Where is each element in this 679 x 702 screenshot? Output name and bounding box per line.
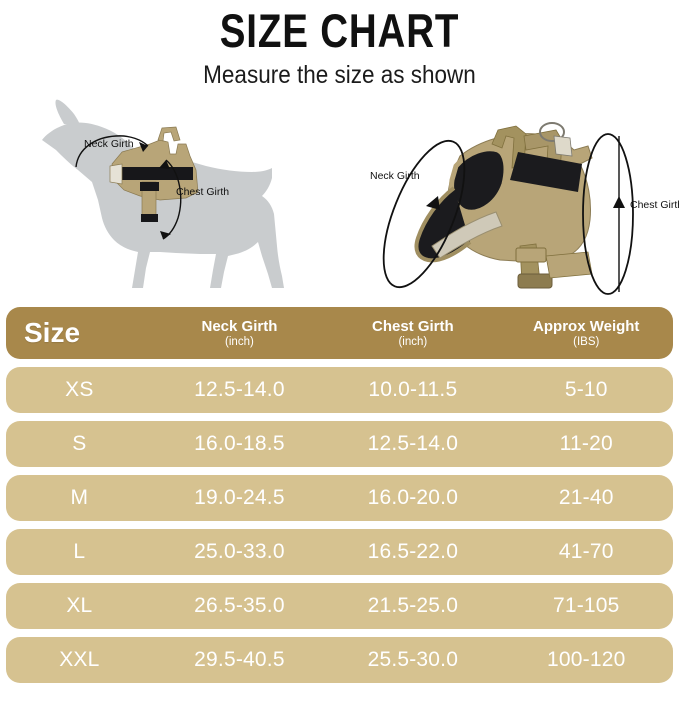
page-subtitle: Measure the size as shown — [203, 61, 476, 89]
chest-girth-arrowhead-bottom — [160, 231, 171, 239]
product-photo-svg — [382, 122, 634, 295]
size-table: Size Neck Girth (inch) Chest Girth (inch… — [6, 307, 673, 691]
dog-diagram-svg — [42, 99, 284, 288]
header-cell-size: Size — [24, 317, 81, 348]
page-title: SIZE CHART — [219, 4, 460, 57]
table-row: S 16.0-18.5 12.5-14.0 11-20 — [6, 421, 673, 467]
neck-girth-ellipse — [382, 139, 466, 289]
title-block: SIZE CHART Measure the size as shown — [0, 0, 679, 90]
cell-size: S — [72, 432, 87, 455]
cell-neck-girth: 12.5-14.0 — [194, 378, 285, 401]
cell-size: XL — [66, 594, 93, 617]
product-neck-girth-label: Neck Girth — [370, 170, 420, 182]
product-chest-girth-label: Chest Girth — [630, 199, 679, 211]
d-ring-icon — [539, 122, 565, 142]
chest-girth-arrowhead-top — [159, 160, 170, 169]
table-row: L 25.0-33.0 16.5-22.0 41-70 — [6, 529, 673, 575]
header-approx-weight-label: Approx Weight — [533, 317, 640, 335]
illustration-band: Neck Girth Chest Girth — [0, 96, 679, 308]
header-chest-girth-label: Chest Girth — [372, 317, 454, 335]
cell-size: M — [70, 486, 89, 509]
cell-approx-weight: 71-105 — [552, 594, 620, 617]
table-row: XXL 29.5-40.5 25.5-30.0 100-120 — [6, 637, 673, 683]
cell-neck-girth: 19.0-24.5 — [194, 486, 285, 509]
table-row: XS 12.5-14.0 10.0-11.5 5-10 — [6, 367, 673, 413]
neck-girth-arrowhead — [139, 142, 148, 152]
header-cell-chest-girth: Chest Girth (inch) — [326, 318, 499, 349]
header-cell-neck-girth: Neck Girth (inch) — [153, 318, 326, 349]
table-row: XL 26.5-35.0 21.5-25.0 71-105 — [6, 583, 673, 629]
harness-body — [414, 122, 593, 289]
header-approx-weight-unit: (IBS) — [573, 335, 600, 348]
cell-approx-weight: 11-20 — [559, 432, 613, 455]
cell-neck-girth: 25.0-33.0 — [194, 540, 285, 563]
cell-chest-girth: 12.5-14.0 — [367, 432, 459, 455]
dog-silhouette-shape — [42, 99, 284, 288]
chest-girth-arrowhead — [613, 196, 625, 208]
header-cell-approx-weight: Approx Weight (IBS) — [500, 318, 673, 349]
harness-product-photo: Neck Girth Chest Girth — [340, 96, 679, 308]
cell-approx-weight: 5-10 — [564, 378, 608, 401]
cell-approx-weight: 100-120 — [547, 648, 626, 671]
neck-girth-arrowhead — [426, 196, 440, 210]
cell-size: XXL — [59, 648, 100, 671]
cell-size: L — [73, 540, 86, 563]
dog-wearing-harness-diagram: Neck Girth Chest Girth — [0, 96, 340, 308]
cell-chest-girth: 10.0-11.5 — [368, 378, 458, 401]
table-header-row: Size Neck Girth (inch) Chest Girth (inch… — [6, 307, 673, 359]
header-neck-girth-label: Neck Girth — [201, 317, 278, 335]
cell-chest-girth: 16.5-22.0 — [367, 540, 459, 563]
cell-chest-girth: 16.0-20.0 — [367, 486, 459, 509]
table-row: M 19.0-24.5 16.0-20.0 21-40 — [6, 475, 673, 521]
dog-neck-girth-label: Neck Girth — [84, 138, 134, 150]
chest-girth-ellipse — [582, 133, 634, 295]
cell-chest-girth: 25.5-30.0 — [367, 648, 459, 671]
cell-neck-girth: 16.0-18.5 — [194, 432, 285, 455]
neck-girth-arc — [75, 135, 149, 168]
cell-chest-girth: 21.5-25.0 — [367, 594, 459, 617]
dog-chest-girth-label: Chest Girth — [176, 186, 230, 198]
header-chest-girth-unit: (inch) — [398, 335, 428, 348]
cell-neck-girth: 26.5-35.0 — [194, 594, 285, 617]
cell-approx-weight: 21-40 — [558, 486, 614, 509]
harness-velcro-panel — [510, 152, 582, 192]
header-neck-girth-unit: (inch) — [225, 335, 254, 348]
harness-black-panel — [121, 167, 193, 180]
cell-neck-girth: 29.5-40.5 — [194, 648, 285, 671]
cell-approx-weight: 41-70 — [558, 540, 614, 563]
harness-on-dog — [109, 126, 199, 222]
cell-size: XS — [65, 378, 94, 401]
